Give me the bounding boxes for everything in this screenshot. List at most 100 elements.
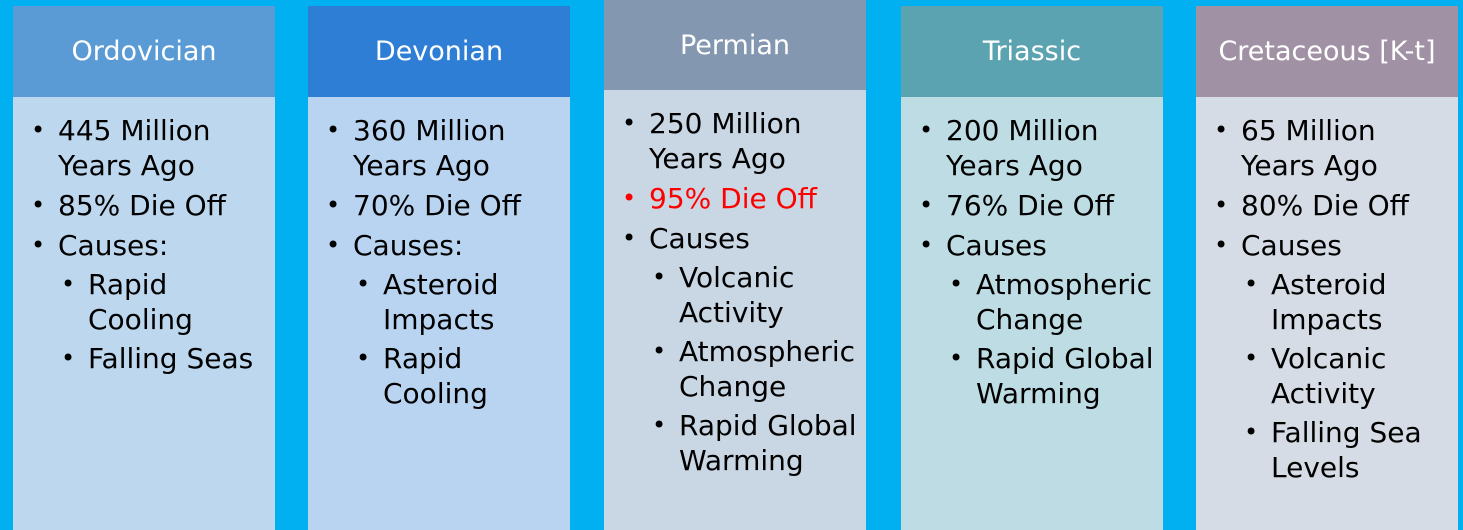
- bullet-icon: •: [652, 263, 667, 291]
- item-text: Volcanic Activity: [679, 261, 795, 329]
- bullet-icon: •: [31, 116, 46, 144]
- cause-item: • Volcanic Activity: [604, 260, 866, 330]
- item-text: Causes: [1241, 229, 1342, 262]
- item-text: Rapid Cooling: [88, 268, 193, 336]
- column-permian: Permian • 250 Million Years Ago • 95% Die Of…: [604, 0, 866, 530]
- bullet-list: • 445 Million Years Ago • 85% Die Off • Cause…: [13, 113, 275, 376]
- bullet-icon: •: [1214, 191, 1229, 219]
- item-text: 95% Die Off: [649, 182, 817, 215]
- bullet-icon: •: [622, 224, 637, 252]
- bullet-list: • 65 Million Years Ago • 80% Die Off • Causes…: [1196, 113, 1458, 485]
- cause-item: • Rapid Global Warming: [901, 341, 1163, 411]
- bullet-icon: •: [61, 344, 76, 372]
- fact-item: • Causes:: [13, 228, 275, 263]
- item-text: Causes: [946, 229, 1047, 262]
- bullet-icon: •: [1214, 116, 1229, 144]
- item-text: Atmospheric Change: [976, 268, 1153, 336]
- bullet-icon: •: [31, 231, 46, 259]
- fact-item: • 445 Million Years Ago: [13, 113, 275, 183]
- bullet-icon: •: [356, 270, 371, 298]
- cause-item: • Falling Sea Levels: [1196, 415, 1458, 485]
- fact-item: • Causes: [1196, 228, 1458, 263]
- item-text: Falling Sea Levels: [1271, 416, 1422, 484]
- item-text: 76% Die Off: [946, 189, 1114, 222]
- bullet-icon: •: [949, 344, 964, 372]
- fact-item: • 70% Die Off: [308, 188, 570, 223]
- column-title: Ordovician: [71, 36, 217, 67]
- bullet-icon: •: [919, 116, 934, 144]
- item-text: 360 Million Years Ago: [353, 114, 506, 182]
- bullet-icon: •: [31, 191, 46, 219]
- bullet-icon: •: [326, 191, 341, 219]
- item-text: Asteroid Impacts: [1271, 268, 1387, 336]
- bullet-icon: •: [622, 109, 637, 137]
- fact-item: • Causes: [901, 228, 1163, 263]
- bullet-icon: •: [949, 270, 964, 298]
- item-text: Causes:: [353, 229, 464, 262]
- item-text: Atmospheric Change: [679, 335, 856, 403]
- fact-item: • 95% Die Off: [604, 181, 866, 216]
- item-text: Causes: [649, 222, 750, 255]
- bullet-icon: •: [1244, 270, 1259, 298]
- column-header: Permian: [604, 0, 866, 90]
- bullet-list: • 250 Million Years Ago • 95% Die Off • Cause…: [604, 106, 866, 478]
- bullet-icon: •: [919, 231, 934, 259]
- item-text: Volcanic Activity: [1271, 342, 1387, 410]
- cause-item: • Atmospheric Change: [901, 267, 1163, 337]
- item-text: 250 Million Years Ago: [649, 107, 802, 175]
- column-title: Devonian: [374, 36, 504, 67]
- item-text: 70% Die Off: [353, 189, 521, 222]
- bullet-icon: •: [61, 270, 76, 298]
- item-text: Rapid Global Warming: [976, 342, 1154, 410]
- item-text: 200 Million Years Ago: [946, 114, 1099, 182]
- fact-item: • 85% Die Off: [13, 188, 275, 223]
- bullet-icon: •: [356, 344, 371, 372]
- item-text: 80% Die Off: [1241, 189, 1409, 222]
- bullet-icon: •: [652, 411, 667, 439]
- column-body: • 250 Million Years Ago • 95% Die Off • Cause…: [604, 90, 866, 530]
- bullet-icon: •: [622, 184, 637, 212]
- bullet-icon: •: [1244, 418, 1259, 446]
- bullet-list: • 200 Million Years Ago • 76% Die Off • Cause…: [901, 113, 1163, 411]
- column-body: • 200 Million Years Ago • 76% Die Off • Cause…: [901, 97, 1163, 530]
- bullet-icon: •: [326, 231, 341, 259]
- fact-item: • Causes:: [308, 228, 570, 263]
- column-header: Devonian: [308, 6, 570, 97]
- fact-item: • Causes: [604, 221, 866, 256]
- column-body: • 65 Million Years Ago • 80% Die Off • Causes…: [1196, 97, 1458, 530]
- cause-item: • Rapid Cooling: [308, 341, 570, 411]
- fact-item: • 80% Die Off: [1196, 188, 1458, 223]
- item-text: 85% Die Off: [58, 189, 226, 222]
- bullet-list: • 360 Million Years Ago • 70% Die Off • Cause…: [308, 113, 570, 411]
- column-body: • 360 Million Years Ago • 70% Die Off • Cause…: [308, 97, 570, 530]
- column-title: Permian: [679, 29, 791, 61]
- column-title: Cretaceous [K-t]: [1218, 36, 1436, 67]
- fact-item: • 76% Die Off: [901, 188, 1163, 223]
- bullet-icon: •: [919, 191, 934, 219]
- item-text: Causes:: [58, 229, 169, 262]
- cause-item: • Volcanic Activity: [1196, 341, 1458, 411]
- bullet-icon: •: [1244, 344, 1259, 372]
- column-body: • 445 Million Years Ago • 85% Die Off • Cause…: [13, 97, 275, 530]
- column-header: Triassic: [901, 6, 1163, 97]
- cause-item: • Atmospheric Change: [604, 334, 866, 404]
- bullet-icon: •: [1214, 231, 1229, 259]
- item-text: Rapid Global Warming: [679, 409, 857, 477]
- cause-item: • Asteroid Impacts: [308, 267, 570, 337]
- column-header: Cretaceous [K-t]: [1196, 6, 1458, 97]
- fact-item: • 250 Million Years Ago: [604, 106, 866, 176]
- item-text: 445 Million Years Ago: [58, 114, 211, 182]
- item-text: 65 Million Years Ago: [1241, 114, 1378, 182]
- column-cretaceous: Cretaceous [K-t] • 65 Million Years Ago • 80…: [1196, 0, 1458, 530]
- item-text: Asteroid Impacts: [383, 268, 499, 336]
- cause-item: • Rapid Cooling: [13, 267, 275, 337]
- cause-item: • Rapid Global Warming: [604, 408, 866, 478]
- bullet-icon: •: [652, 337, 667, 365]
- column-header: Ordovician: [13, 6, 275, 97]
- fact-item: • 360 Million Years Ago: [308, 113, 570, 183]
- cause-item: • Falling Seas: [13, 341, 275, 376]
- item-text: Rapid Cooling: [383, 342, 488, 410]
- fact-item: • 200 Million Years Ago: [901, 113, 1163, 183]
- fact-item: • 65 Million Years Ago: [1196, 113, 1458, 183]
